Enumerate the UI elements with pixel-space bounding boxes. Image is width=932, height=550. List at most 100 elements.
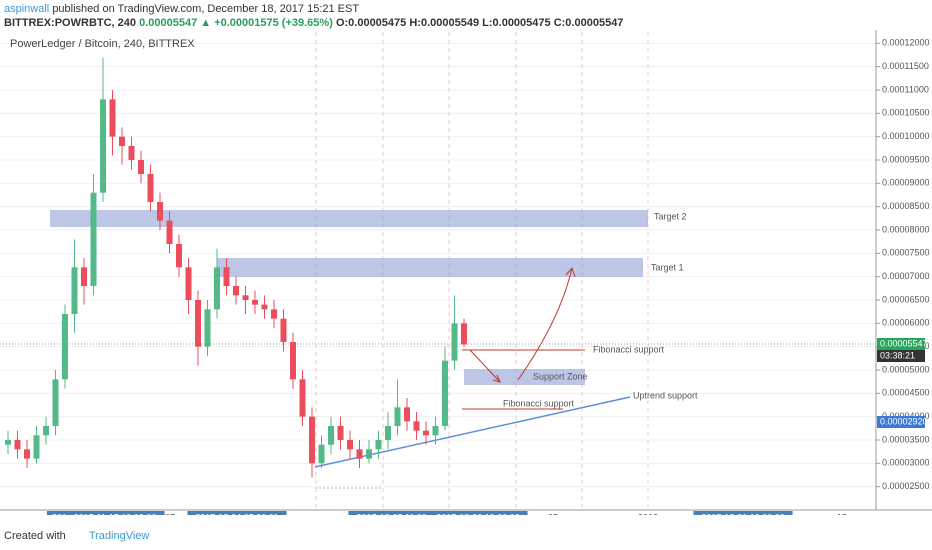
y-tick-label: 0.00006500 (882, 294, 930, 304)
chart: PowerLedger / Bitcoin, 240, BITTREX Targ… (0, 30, 932, 515)
annotation: Support Zone (533, 371, 588, 381)
candle-body (271, 309, 277, 319)
candle-body (185, 267, 192, 300)
candle-body (204, 309, 211, 347)
chart-title: PowerLedger / Bitcoin, 240, BITTREX (10, 38, 195, 50)
candle-body (147, 174, 154, 202)
header-line: aspinwall published on TradingView.com, … (4, 3, 359, 15)
y-tick-label: 0.00012000 (882, 38, 930, 48)
candle-body (461, 323, 467, 345)
price-tag-bg (877, 350, 925, 362)
annotation: Target 1 (651, 262, 684, 272)
brand[interactable]: TradingView (88, 530, 150, 542)
candle-body (24, 449, 30, 459)
candle-body (109, 99, 116, 137)
x-tick-label: 2017-11-17 19:00:00 (74, 512, 157, 515)
x-label-bg (187, 511, 287, 515)
candle-body (242, 295, 249, 300)
y-tick-label: 0.00011500 (882, 61, 929, 71)
candle-body (52, 379, 59, 426)
x-label-bg (348, 511, 448, 515)
candle-body (404, 407, 410, 422)
quote: 0.00005547 (139, 17, 198, 29)
y-tick-label: 0.00009000 (882, 178, 930, 188)
candle-body (14, 440, 21, 450)
candle-body (318, 444, 325, 464)
footer: Created with TradingView (4, 530, 149, 542)
candle-body (71, 267, 78, 314)
candle-body (128, 146, 135, 160)
y-tick-label: 0.00003500 (882, 434, 930, 444)
candle-body (280, 318, 287, 342)
arrow (517, 267, 576, 381)
target-1-zone (217, 258, 643, 277)
candle-body (100, 99, 106, 193)
annotation: Target 2 (654, 211, 687, 221)
x-label-bg (693, 511, 793, 515)
candle-body (157, 202, 163, 221)
annotation: Uptrend support (633, 390, 698, 400)
x-tick-label: 2017-12-20 19:00:00 (436, 512, 520, 515)
x-tick-label: 25 (548, 512, 558, 515)
symbol: BITTREX:POWRBTC, 240 (4, 17, 137, 29)
candle-body (176, 244, 182, 268)
candle-body (451, 323, 458, 361)
author[interactable]: aspinwall (4, 3, 50, 15)
candle-body (309, 416, 315, 464)
arrow (469, 349, 501, 383)
candle-body (43, 426, 49, 436)
x-tick-label: 2017-12-04 07:00:00 (195, 512, 279, 515)
y-tick-label: 0.00007500 (882, 248, 930, 258)
candle-body (328, 426, 334, 445)
created-with: Created with (4, 530, 66, 542)
x-tick-label: 2018 (638, 512, 658, 515)
x-tick-label: 2017-12-08 11:00:00 (357, 512, 440, 515)
candle-body (413, 421, 420, 431)
candle-body (233, 286, 239, 296)
candle-body (90, 192, 97, 286)
ohlc-open: O:0.00005475 (335, 17, 407, 29)
y-tick-label: 0.00006000 (882, 318, 930, 328)
candle-body (62, 314, 68, 380)
candle-body (423, 430, 429, 436)
candle-body (356, 449, 363, 459)
ohlc-close: C:0.00005547 (553, 17, 624, 29)
target-2-zone (50, 210, 648, 227)
ohlc-low: L:0.00005475 (482, 17, 551, 29)
price-tag: 03:38:21 (880, 350, 915, 360)
y-tick-label: 0.00011000 (882, 84, 929, 94)
candle-body (385, 426, 391, 440)
candle-body (432, 426, 439, 436)
candle-body (195, 300, 201, 347)
annotation: Fibonacci support (593, 344, 665, 354)
candle-body (366, 449, 372, 459)
candle-body (5, 440, 11, 445)
price-tag-bg (877, 416, 925, 428)
ohlc-high: H:0.00005549 (409, 17, 480, 29)
candle-body (119, 136, 125, 146)
x-tick-label: 5 (276, 512, 281, 515)
y-tick-label: 0.00003000 (882, 458, 930, 468)
annotation: Fibonacci support (503, 398, 575, 408)
candle-body (81, 267, 87, 286)
candle-body (214, 267, 220, 310)
candle-body (252, 300, 258, 305)
x-tick-label: 27 (165, 512, 175, 515)
price-tag-bg (877, 338, 925, 350)
candle-body (299, 379, 306, 417)
y-tick-label: 0.00004500 (882, 388, 930, 398)
y-tick-label: 0.00002500 (882, 481, 930, 491)
x-tick-label: 2017-12-31 19:00:00 (701, 512, 785, 515)
support-zone (464, 369, 585, 385)
x-tick-label: 15 (837, 512, 847, 515)
candle-body (442, 360, 448, 426)
y-tick-label: 0.00007000 (882, 271, 930, 281)
candle-body (33, 435, 40, 459)
price-tag: 0.00005547 (880, 338, 928, 348)
candle-body (375, 440, 382, 450)
candle-body (223, 267, 230, 286)
change: ▲ +0.00001575 (+39.65%) (200, 17, 333, 29)
y-tick-label: 0.00008000 (882, 224, 930, 234)
published: published on TradingView.com, December 1… (52, 3, 360, 15)
